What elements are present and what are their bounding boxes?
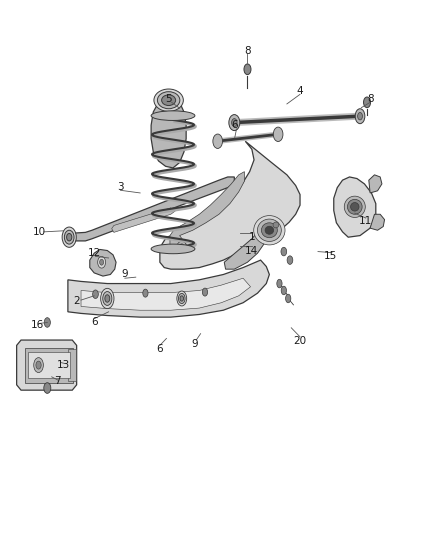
Ellipse shape (258, 219, 281, 241)
Ellipse shape (232, 118, 237, 126)
Ellipse shape (202, 288, 208, 296)
Ellipse shape (154, 89, 184, 111)
Polygon shape (68, 260, 269, 317)
Ellipse shape (273, 222, 279, 228)
Ellipse shape (67, 233, 72, 241)
Text: 11: 11 (359, 216, 372, 226)
Text: 9: 9 (121, 270, 128, 279)
Ellipse shape (34, 358, 43, 373)
Ellipse shape (347, 199, 362, 214)
Ellipse shape (229, 115, 240, 131)
Ellipse shape (177, 241, 187, 251)
Ellipse shape (180, 296, 184, 301)
Ellipse shape (213, 134, 223, 148)
Ellipse shape (357, 112, 362, 120)
Text: 6: 6 (91, 318, 98, 327)
Text: 14: 14 (245, 246, 258, 255)
Polygon shape (224, 225, 269, 269)
Bar (68, 349, 76, 381)
Bar (25, 348, 73, 383)
Ellipse shape (143, 289, 148, 297)
Ellipse shape (178, 293, 185, 304)
Ellipse shape (44, 318, 50, 327)
Ellipse shape (157, 92, 180, 109)
Polygon shape (90, 249, 116, 276)
Ellipse shape (273, 127, 283, 141)
Polygon shape (68, 177, 234, 241)
Ellipse shape (62, 227, 76, 247)
Text: 20: 20 (293, 336, 307, 346)
Ellipse shape (99, 259, 103, 265)
Text: 9: 9 (191, 339, 198, 349)
Bar (28, 352, 70, 378)
Ellipse shape (44, 383, 51, 393)
Ellipse shape (180, 244, 184, 248)
Polygon shape (81, 278, 251, 310)
Text: 16: 16 (31, 320, 44, 330)
Ellipse shape (36, 361, 41, 369)
Ellipse shape (101, 288, 114, 309)
Text: 8: 8 (244, 46, 251, 55)
Ellipse shape (98, 256, 106, 268)
Ellipse shape (270, 219, 282, 231)
Ellipse shape (350, 203, 359, 211)
Polygon shape (17, 340, 77, 390)
Ellipse shape (244, 64, 251, 75)
Ellipse shape (344, 196, 365, 217)
Text: 6: 6 (156, 344, 163, 354)
Ellipse shape (64, 230, 74, 244)
Ellipse shape (151, 244, 195, 254)
Polygon shape (334, 177, 376, 237)
Text: 8: 8 (367, 94, 374, 103)
Ellipse shape (277, 279, 282, 288)
Ellipse shape (287, 256, 293, 264)
Text: 7: 7 (53, 376, 60, 386)
Polygon shape (369, 175, 382, 193)
Text: 1: 1 (248, 232, 255, 242)
Ellipse shape (177, 291, 187, 306)
Ellipse shape (162, 95, 176, 106)
Text: 2: 2 (73, 296, 80, 306)
Text: 10: 10 (33, 227, 46, 237)
Text: 5: 5 (165, 94, 172, 103)
Text: 15: 15 (324, 251, 337, 261)
Polygon shape (151, 97, 186, 168)
Polygon shape (370, 214, 385, 230)
Text: 13: 13 (57, 360, 70, 370)
Ellipse shape (364, 97, 371, 108)
Text: 4: 4 (297, 86, 304, 95)
Ellipse shape (355, 109, 365, 124)
Ellipse shape (105, 295, 110, 302)
Ellipse shape (261, 223, 277, 238)
Ellipse shape (281, 247, 287, 256)
Ellipse shape (151, 111, 195, 120)
Ellipse shape (254, 215, 285, 245)
Ellipse shape (286, 294, 291, 303)
Ellipse shape (103, 292, 112, 305)
Text: 3: 3 (117, 182, 124, 191)
Ellipse shape (265, 227, 274, 235)
Ellipse shape (281, 286, 286, 295)
Ellipse shape (93, 290, 98, 298)
Polygon shape (112, 208, 175, 232)
Text: 12: 12 (88, 248, 101, 258)
Polygon shape (170, 172, 244, 248)
Polygon shape (160, 141, 300, 269)
Text: 6: 6 (231, 120, 238, 130)
